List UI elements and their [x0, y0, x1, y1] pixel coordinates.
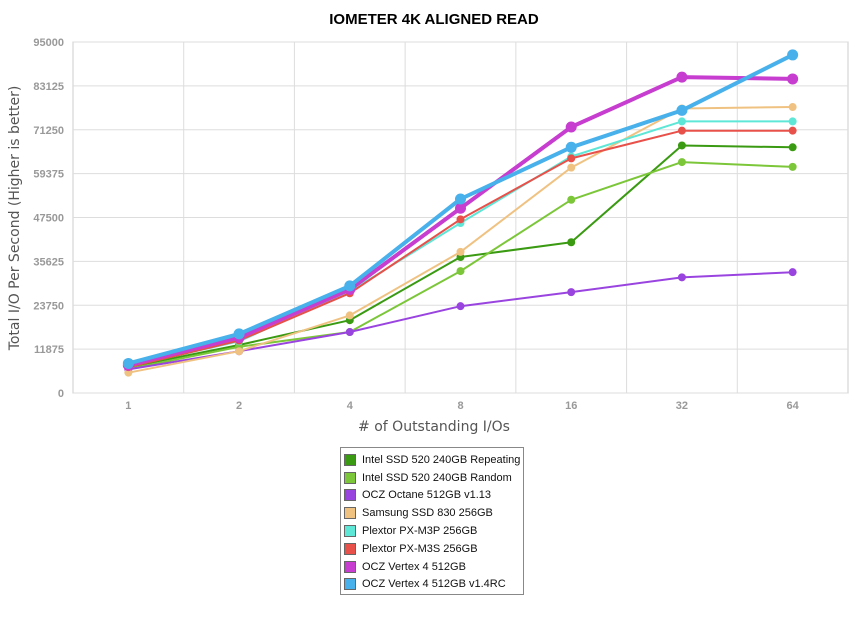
x-axis-label: # of Outstanding I/Os — [358, 419, 510, 435]
data-point — [787, 73, 799, 85]
data-point — [567, 195, 576, 204]
series-path — [128, 106, 793, 374]
y-tick-label: 71250 — [33, 125, 64, 137]
legend-swatch — [344, 471, 356, 484]
data-point — [567, 154, 576, 163]
legend-swatch — [344, 578, 356, 591]
data-point — [788, 126, 797, 135]
data-point — [676, 71, 688, 83]
legend: Intel SSD 520 240GB Repeating Intel SSD 5… — [340, 447, 524, 595]
legend-item: Intel SSD 520 240GB Repeating — [344, 451, 523, 469]
data-point — [235, 347, 244, 356]
data-point — [456, 267, 465, 276]
series-line — [122, 49, 799, 369]
series-lines — [122, 49, 799, 377]
data-point — [565, 121, 577, 133]
y-tick-label: 95000 — [33, 37, 64, 49]
data-point — [677, 273, 686, 282]
data-point — [788, 143, 797, 152]
series-path — [128, 120, 793, 368]
x-tick-label: 8 — [457, 400, 463, 412]
y-tick-label: 47500 — [33, 213, 64, 225]
data-point — [455, 193, 466, 205]
y-tick-label: 35625 — [33, 256, 64, 268]
legend-item: OCZ Vertex 4 512GB — [344, 558, 523, 576]
legend-item: Plextor PX-M3P 256GB — [344, 522, 523, 540]
data-point — [567, 288, 576, 297]
legend-label: OCZ Vertex 4 512GB — [362, 560, 466, 573]
data-point — [677, 117, 686, 126]
series-line — [124, 117, 797, 371]
legend-item: OCZ Vertex 4 512GB v1.4RC — [344, 576, 523, 594]
legend-label: Intel SSD 520 240GB Repeating — [362, 453, 521, 466]
legend-swatch — [344, 542, 356, 555]
data-point — [677, 126, 686, 135]
y-tick-label: 59375 — [33, 169, 64, 181]
legend-label: Samsung SSD 830 256GB — [362, 507, 493, 520]
data-point — [345, 311, 354, 320]
y-tick-label: 23750 — [33, 300, 64, 312]
data-point — [565, 141, 577, 153]
legend-item: Samsung SSD 830 256GB — [344, 504, 523, 522]
y-tick-label: 0 — [58, 388, 64, 400]
series-path — [128, 271, 793, 371]
legend-swatch — [344, 525, 356, 538]
data-point — [455, 202, 466, 214]
chart-title: IOMETER 4K ALIGNED READ — [329, 11, 539, 28]
data-point — [233, 328, 245, 340]
data-point — [788, 268, 797, 277]
data-point — [344, 280, 356, 292]
data-point — [567, 238, 576, 247]
data-point — [677, 158, 686, 167]
y-axis-label: Total I/O Per Second (Higher is better) — [7, 86, 23, 352]
x-tick-label: 4 — [347, 400, 354, 412]
data-point — [456, 302, 465, 311]
data-point — [677, 141, 686, 150]
x-tick-label: 2 — [236, 400, 242, 412]
x-tick-label: 32 — [676, 400, 688, 412]
legend-item: OCZ Octane 512GB v1.13 — [344, 487, 523, 505]
data-point — [788, 117, 797, 126]
legend-item: Plextor PX-M3S 256GB — [344, 540, 523, 558]
data-point — [456, 215, 465, 224]
legend-swatch — [344, 489, 356, 502]
legend-swatch — [344, 453, 356, 466]
x-tick-labels: 1 2 4 8 16 32 64 — [125, 400, 799, 412]
x-tick-label: 1 — [125, 400, 131, 412]
legend-label: OCZ Octane 512GB v1.13 — [362, 489, 492, 502]
y-tick-label: 83125 — [33, 81, 64, 93]
x-tick-label: 64 — [787, 400, 800, 412]
y-tick-label: 11875 — [34, 344, 64, 356]
data-point — [788, 103, 797, 112]
legend-swatch — [344, 560, 356, 573]
data-point — [124, 368, 133, 377]
legend-swatch — [344, 507, 356, 520]
data-point — [567, 163, 576, 172]
data-point — [122, 357, 134, 369]
series-line — [124, 268, 797, 374]
data-point — [676, 104, 688, 116]
y-tick-labels: 0 11875 23750 35625 47500 59375 71250 83125 9500… — [33, 37, 64, 400]
legend-label: Plextor PX-M3S 256GB — [362, 542, 478, 555]
legend-item: Intel SSD 520 240GB Random — [344, 469, 523, 487]
data-point — [345, 328, 354, 337]
legend-label: Intel SSD 520 240GB Random — [362, 471, 512, 484]
data-point — [456, 247, 465, 256]
x-tick-label: 16 — [565, 400, 577, 412]
data-point — [787, 49, 799, 61]
legend-label: Plextor PX-M3P 256GB — [362, 525, 478, 538]
data-point — [788, 162, 797, 171]
legend-label: OCZ Vertex 4 512GB v1.4RC — [362, 578, 506, 591]
